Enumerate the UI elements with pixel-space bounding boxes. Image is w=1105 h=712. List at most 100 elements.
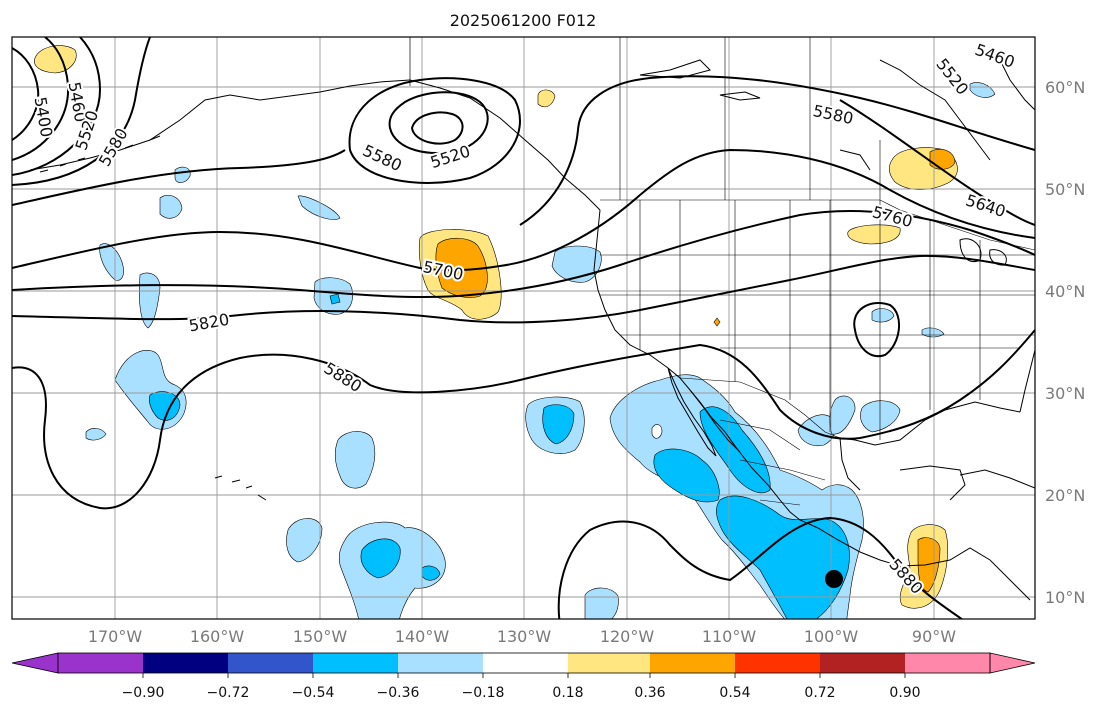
colorbar: −0.90 −0.72 −0.54 −0.36 −0.18 0.18 0.36 … xyxy=(11,652,1036,701)
shade-light-blue xyxy=(584,587,619,619)
contour-5820 xyxy=(12,254,1035,324)
colorbar-tick-label: 0.18 xyxy=(552,685,583,701)
contour-5880 xyxy=(12,329,1035,510)
lon-label: 100°W xyxy=(804,627,859,646)
labrador xyxy=(999,59,1035,111)
contour-5640-east xyxy=(839,99,1035,226)
yucatan xyxy=(899,465,966,501)
colorbar-tick-label: 0.72 xyxy=(804,685,835,701)
central-america xyxy=(899,547,1031,601)
contour-5640 xyxy=(12,75,1035,226)
colorbar-tick-label: 0.54 xyxy=(719,685,750,701)
hawaii xyxy=(214,475,267,501)
baja-california xyxy=(667,367,717,457)
shade-blue xyxy=(699,406,771,494)
small-diamond-marker xyxy=(713,317,721,327)
colorbar-extend-left xyxy=(11,652,59,674)
shade-light-blue xyxy=(334,431,376,489)
colorbar-tick-label: −0.54 xyxy=(292,685,335,701)
lon-label: 150°W xyxy=(293,627,348,646)
colorbar-segment xyxy=(58,653,143,673)
colorbar-tick-label: 0.36 xyxy=(634,685,665,701)
map-frame xyxy=(11,36,1036,620)
contour-5820-loop xyxy=(853,302,901,358)
colorbar-segment xyxy=(735,653,820,673)
contour-5880-south xyxy=(557,516,964,619)
height-contours xyxy=(12,37,1035,619)
lon-label: 120°W xyxy=(600,627,655,646)
colorbar-tick-label: −0.90 xyxy=(122,685,165,701)
contour-5460-low xyxy=(410,111,464,145)
colorbar-extend-right xyxy=(989,652,1036,674)
shade-white-hole xyxy=(651,424,663,439)
colorbar-tick-label: 0.90 xyxy=(889,685,920,701)
shade-light-yellow xyxy=(537,89,556,108)
lat-label: 50°N xyxy=(1045,180,1085,199)
canada-provinces xyxy=(619,37,881,200)
contour-5520-low xyxy=(388,91,489,154)
latitude-axis: 60°N 50°N 40°N 30°N 20°N 10°N xyxy=(1045,78,1085,607)
colorbar-tick-label: −0.72 xyxy=(207,685,250,701)
colorbar-tick-label: −0.18 xyxy=(462,685,505,701)
colorbar-segment xyxy=(820,653,905,673)
colorbar-segment xyxy=(650,653,735,673)
longitude-axis: 170°W 160°W 150°W 140°W 130°W 120°W 110°… xyxy=(88,627,956,646)
shade-blue xyxy=(148,391,181,421)
shade-light-blue xyxy=(85,428,107,441)
shade-light-blue xyxy=(159,195,183,219)
map-area: 5400 5460 5520 5580 5580 5520 5460 5520 … xyxy=(12,37,1035,619)
contour-5460 xyxy=(12,37,70,161)
lat-label: 60°N xyxy=(1045,78,1085,97)
shade-blue xyxy=(360,538,401,579)
colorbar-segment xyxy=(905,653,990,673)
us-mexico-border xyxy=(679,377,841,439)
shade-orange xyxy=(435,237,488,298)
contour-5520 xyxy=(12,37,102,176)
map-title: 2025061200 F012 xyxy=(450,11,597,30)
colorbar-segment xyxy=(313,653,398,673)
shade-light-blue xyxy=(297,195,341,220)
shade-blue xyxy=(653,448,720,503)
lat-label: 40°N xyxy=(1045,282,1085,301)
contour-5700 xyxy=(12,148,1035,272)
colorbar-segment xyxy=(568,653,650,673)
colorbar-outline xyxy=(57,652,991,674)
contour-5580-west xyxy=(12,37,151,186)
colorbar-segment xyxy=(228,653,313,673)
lon-label: 140°W xyxy=(395,627,450,646)
colorbar-ticks xyxy=(142,673,906,678)
lat-label: 10°N xyxy=(1045,588,1085,607)
colorbar-tick-label: −0.36 xyxy=(377,685,420,701)
hudson-bay xyxy=(879,59,991,161)
lat-label: 30°N xyxy=(1045,384,1085,403)
contour-5580-low xyxy=(348,77,521,184)
shade-blue xyxy=(421,565,441,581)
shade-light-yellow xyxy=(847,224,901,245)
shade-light-blue xyxy=(99,243,124,281)
shade-light-blue xyxy=(286,518,323,563)
lon-label: 160°W xyxy=(190,627,245,646)
contour-5760 xyxy=(12,209,1035,299)
center-dot-marker xyxy=(825,570,843,588)
alaska-coast xyxy=(29,79,601,211)
gulf-of-california xyxy=(689,389,741,453)
contour-5400 xyxy=(12,47,40,141)
shade-orange xyxy=(917,537,941,593)
colorbar-segment xyxy=(143,653,228,673)
cuba xyxy=(959,469,1035,489)
shade-blue xyxy=(329,293,341,305)
colorbar-segment xyxy=(398,653,483,673)
lon-label: 130°W xyxy=(497,627,552,646)
east-coast xyxy=(1019,349,1035,413)
lat-label: 20°N xyxy=(1045,486,1085,505)
shade-blue xyxy=(542,404,575,445)
shade-light-blue xyxy=(138,272,161,329)
mexico-states xyxy=(719,419,826,506)
colorbar-segment xyxy=(483,653,568,673)
lon-label: 170°W xyxy=(88,627,143,646)
shade-light-blue xyxy=(871,308,895,323)
lon-label: 90°W xyxy=(912,627,956,646)
lon-label: 110°W xyxy=(702,627,757,646)
shade-light-blue xyxy=(969,82,996,98)
